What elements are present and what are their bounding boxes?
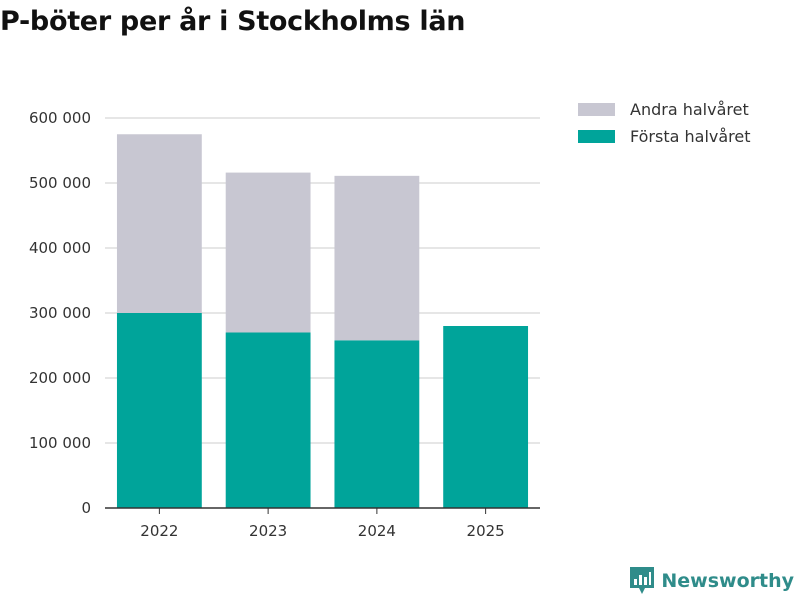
x-tick-label: 2022 bbox=[140, 522, 178, 540]
bar-2025-forsta[interactable] bbox=[443, 326, 529, 508]
bar-2023-forsta[interactable] bbox=[225, 332, 311, 509]
bar-2022-andra[interactable] bbox=[116, 134, 202, 313]
chart-title: P-böter per år i Stockholms län bbox=[0, 6, 466, 37]
legend: Andra halvåret Första halvåret bbox=[578, 96, 751, 150]
legend-item-andra[interactable]: Andra halvåret bbox=[578, 96, 751, 123]
legend-item-forsta[interactable]: Första halvåret bbox=[578, 123, 751, 150]
y-tick-label: 200 000 bbox=[29, 369, 91, 387]
y-tick-label: 300 000 bbox=[29, 304, 91, 322]
x-tick-label: 2024 bbox=[358, 522, 396, 540]
y-tick-label: 0 bbox=[81, 499, 91, 517]
y-tick-label: 600 000 bbox=[29, 109, 91, 127]
bars bbox=[116, 134, 529, 509]
y-tick-label: 100 000 bbox=[29, 434, 91, 452]
x-tick-label: 2023 bbox=[249, 522, 287, 540]
y-tick-label: 400 000 bbox=[29, 239, 91, 257]
newsworthy-logo-icon bbox=[630, 567, 655, 594]
axes: 0 100 000 200 000 300 000 400 000 500 000 600 … bbox=[29, 109, 540, 540]
legend-swatch-andra bbox=[578, 103, 615, 116]
legend-label-andra: Andra halvåret bbox=[630, 100, 749, 119]
bar-2022-forsta[interactable] bbox=[116, 313, 202, 508]
x-tick-label: 2025 bbox=[467, 522, 505, 540]
bar-2024-forsta[interactable] bbox=[334, 340, 420, 508]
brand-name: Newsworthy bbox=[661, 570, 794, 592]
bar-2023-andra[interactable] bbox=[225, 172, 311, 333]
legend-swatch-forsta bbox=[578, 130, 615, 143]
brand-logo[interactable]: Newsworthy bbox=[629, 566, 794, 596]
legend-label-forsta: Första halvåret bbox=[630, 127, 751, 146]
bar-2024-andra[interactable] bbox=[334, 175, 420, 341]
y-tick-label: 500 000 bbox=[29, 174, 91, 192]
